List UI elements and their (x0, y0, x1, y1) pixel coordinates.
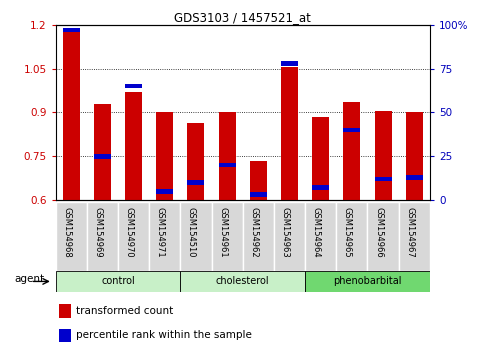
FancyBboxPatch shape (274, 202, 305, 271)
FancyBboxPatch shape (398, 202, 430, 271)
FancyBboxPatch shape (212, 202, 242, 271)
Text: GSM154970: GSM154970 (125, 207, 133, 258)
Bar (374, 111, 392, 200)
Bar (187, 180, 204, 185)
Bar (156, 113, 173, 200)
Bar (406, 113, 423, 200)
Text: phenobarbital: phenobarbital (333, 276, 402, 286)
Bar (281, 67, 298, 200)
Bar (312, 185, 329, 190)
Text: percentile rank within the sample: percentile rank within the sample (76, 330, 252, 340)
FancyBboxPatch shape (180, 202, 212, 271)
Text: GSM154510: GSM154510 (187, 207, 196, 258)
Text: agent: agent (14, 274, 44, 284)
Bar (63, 28, 80, 200)
FancyBboxPatch shape (149, 202, 180, 271)
Text: GSM154969: GSM154969 (93, 207, 102, 258)
Bar (94, 104, 111, 200)
Title: GDS3103 / 1457521_at: GDS3103 / 1457521_at (174, 11, 311, 24)
Bar (218, 162, 236, 167)
Text: control: control (101, 276, 135, 286)
Text: transformed count: transformed count (76, 306, 173, 316)
Bar (156, 189, 173, 194)
Bar (59, 304, 71, 318)
Bar (94, 154, 111, 159)
Bar (63, 28, 80, 32)
FancyBboxPatch shape (118, 202, 149, 271)
FancyBboxPatch shape (180, 271, 305, 292)
FancyBboxPatch shape (87, 202, 118, 271)
FancyBboxPatch shape (56, 271, 180, 292)
Text: GSM154968: GSM154968 (62, 207, 71, 258)
Text: GSM154967: GSM154967 (405, 207, 414, 258)
Text: GSM154966: GSM154966 (374, 207, 383, 258)
Text: GSM154961: GSM154961 (218, 207, 227, 258)
FancyBboxPatch shape (56, 202, 87, 271)
Bar (218, 113, 236, 200)
Bar (374, 177, 392, 181)
Bar (187, 122, 204, 200)
FancyBboxPatch shape (305, 202, 336, 271)
Text: GSM154965: GSM154965 (343, 207, 352, 258)
Bar (250, 161, 267, 200)
Bar (59, 329, 71, 342)
Text: GSM154971: GSM154971 (156, 207, 165, 258)
Bar (312, 117, 329, 200)
Text: GSM154963: GSM154963 (281, 207, 289, 258)
Bar (125, 84, 142, 88)
FancyBboxPatch shape (305, 271, 430, 292)
Bar (406, 175, 423, 179)
Bar (343, 102, 360, 200)
Bar (125, 92, 142, 200)
FancyBboxPatch shape (336, 202, 368, 271)
Bar (343, 127, 360, 132)
Bar (281, 61, 298, 65)
Text: GSM154964: GSM154964 (312, 207, 321, 258)
FancyBboxPatch shape (242, 202, 274, 271)
Text: cholesterol: cholesterol (216, 276, 270, 286)
Bar (250, 193, 267, 197)
FancyBboxPatch shape (368, 202, 398, 271)
Text: GSM154962: GSM154962 (249, 207, 258, 258)
